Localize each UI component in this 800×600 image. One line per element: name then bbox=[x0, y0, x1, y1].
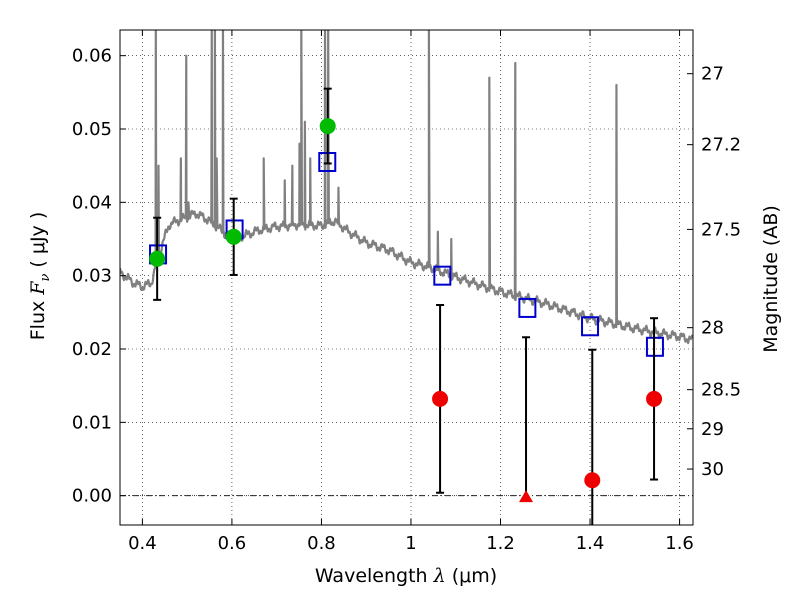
x-tick-label: 0.6 bbox=[218, 533, 247, 554]
detection-point bbox=[225, 228, 242, 245]
model-photometry-square bbox=[518, 297, 537, 318]
y-tick-label: 0.05 bbox=[72, 119, 112, 140]
y-tick-label: 0.00 bbox=[72, 486, 112, 507]
grid-lines bbox=[120, 30, 693, 525]
x-tick-label: 1.4 bbox=[576, 533, 605, 554]
x-axis-label: Wavelength λ (μm) bbox=[315, 565, 497, 587]
model-photometry-square bbox=[433, 265, 452, 286]
upper-limit-triangle bbox=[519, 490, 534, 503]
x-tick-label: 1.2 bbox=[486, 533, 515, 554]
axis-ticks: 0.4 0.6 0.8 1 1.2 1.4 1.6 0.00 0.01 0.02 0.03 0.04 0… bbox=[72, 30, 741, 554]
y-tick-label: 0.01 bbox=[72, 412, 112, 433]
y2-tick-label: 28 bbox=[701, 318, 724, 339]
x-tick-label: 1 bbox=[405, 533, 416, 554]
detection-point bbox=[319, 118, 336, 135]
y2-tick-label: 28.5 bbox=[701, 380, 741, 401]
y2-tick-label: 30 bbox=[701, 459, 724, 480]
low-detection-point bbox=[432, 390, 449, 407]
y2-tick-label: 29 bbox=[701, 419, 724, 440]
y-tick-label: 0.03 bbox=[72, 266, 112, 287]
low-detection-point bbox=[646, 390, 663, 407]
y-axis-label: Flux Fν ( μJy ) bbox=[27, 212, 53, 341]
detection-point bbox=[149, 250, 166, 267]
x-tick-label: 0.8 bbox=[307, 533, 336, 554]
x-tick-label: 1.6 bbox=[665, 533, 694, 554]
low-detection-point bbox=[584, 472, 601, 489]
y-tick-label: 0.06 bbox=[72, 46, 112, 67]
y2-tick-label: 27.2 bbox=[701, 135, 741, 156]
y-tick-label: 0.02 bbox=[72, 339, 112, 360]
y2-tick-label: 27.5 bbox=[701, 219, 741, 240]
y2-axis-label: Magnitude (AB) bbox=[760, 205, 782, 353]
model-photometry-square bbox=[581, 316, 600, 337]
plot-content bbox=[120, 30, 693, 525]
y2-tick-label: 27 bbox=[701, 64, 724, 85]
plot-frame bbox=[119, 29, 694, 526]
x-tick-label: 0.4 bbox=[128, 533, 157, 554]
model-spectrum-line bbox=[120, 30, 693, 345]
y-tick-label: 0.04 bbox=[72, 192, 112, 213]
